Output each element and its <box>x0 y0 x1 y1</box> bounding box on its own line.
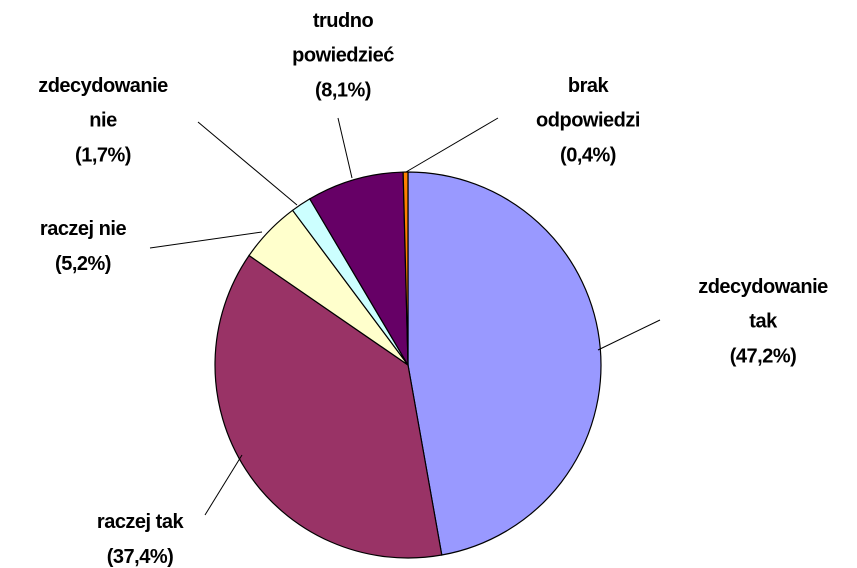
value-label: (5,2%) <box>55 253 111 275</box>
slice-label: zdecydowanie nie <box>38 75 168 132</box>
pie-slice <box>407 171 602 556</box>
slice-label: trudno powiedzieć <box>292 10 394 67</box>
slice-label: brak odpowiedzi <box>536 75 640 132</box>
leader-line <box>337 117 353 179</box>
value-label: (0,4%) <box>560 144 616 166</box>
value-label: (47,2%) <box>730 345 797 367</box>
slice-label: raczej nie <box>40 218 127 240</box>
value-label: (1,7%) <box>75 144 131 166</box>
value-label: (37,4%) <box>107 546 174 568</box>
leader-line <box>204 454 243 516</box>
slice-label: raczej tak <box>97 511 185 533</box>
leader-line <box>597 319 661 351</box>
leader-line <box>197 121 298 206</box>
pie-slice <box>308 171 409 368</box>
pie-slice <box>214 254 443 559</box>
leader-line <box>149 231 263 249</box>
leader-line <box>405 117 499 173</box>
slice-label: zdecydowanie tak <box>698 276 828 333</box>
pie-slice <box>402 171 409 366</box>
value-label: (8,1%) <box>315 79 371 101</box>
